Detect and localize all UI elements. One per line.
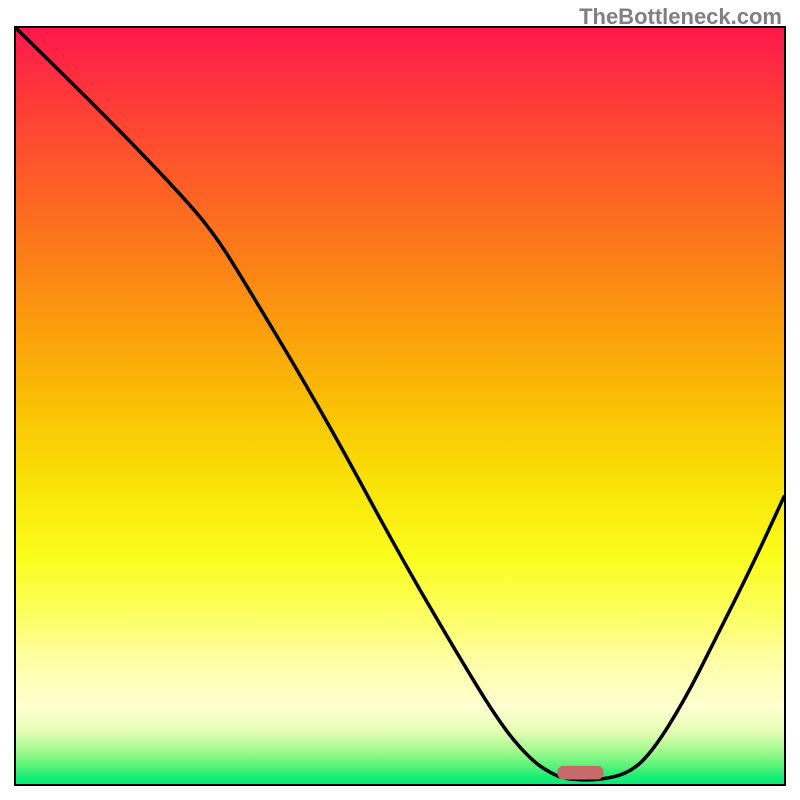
container: TheBottleneck.com	[0, 0, 800, 800]
watermark-text: TheBottleneck.com	[579, 4, 782, 30]
plot-svg	[16, 28, 784, 784]
flat-region-marker	[557, 766, 603, 780]
plot-area	[14, 26, 786, 786]
